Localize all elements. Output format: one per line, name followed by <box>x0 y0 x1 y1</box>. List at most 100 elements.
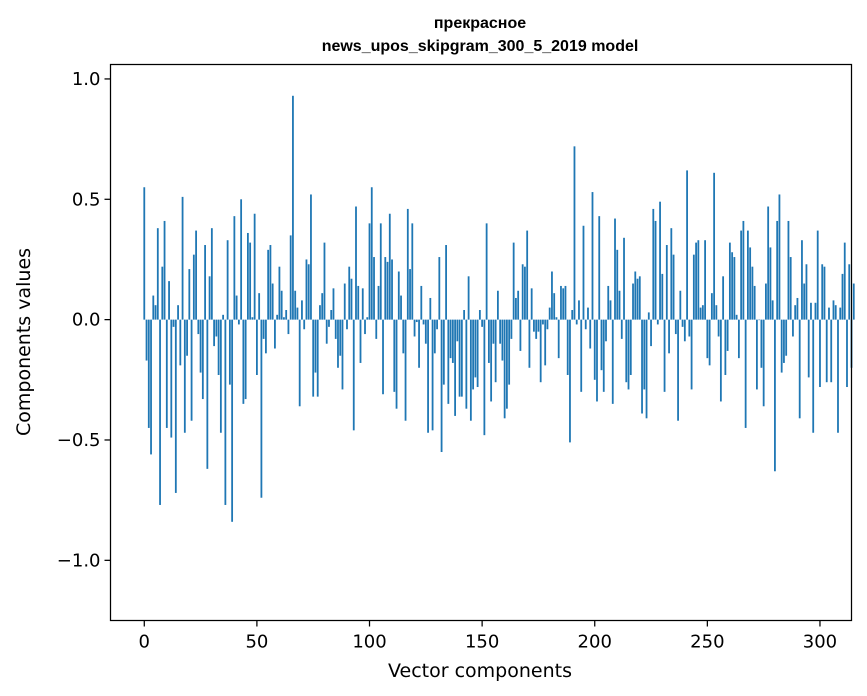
chart-title-line-1: прекрасное <box>434 15 526 32</box>
bar <box>303 319 306 330</box>
bar <box>688 319 691 337</box>
bar <box>233 216 236 320</box>
bar <box>623 237 625 320</box>
bar <box>352 319 355 431</box>
bar <box>323 242 326 320</box>
bar <box>650 319 652 347</box>
bar <box>222 314 225 320</box>
bar <box>186 319 188 356</box>
bar <box>253 213 256 320</box>
bar <box>605 319 607 342</box>
bar <box>246 232 249 320</box>
bar <box>521 264 524 320</box>
bar <box>778 194 781 320</box>
bar <box>411 223 414 320</box>
bar <box>652 208 655 320</box>
bar <box>542 319 544 325</box>
bar <box>596 319 598 402</box>
bar <box>188 269 191 320</box>
bar <box>508 319 511 385</box>
bar <box>433 319 436 354</box>
bar <box>183 319 186 433</box>
bar <box>172 319 175 327</box>
x-tick-label: 300 <box>803 632 837 653</box>
y-tick-label: 1.0 <box>72 69 101 90</box>
bar <box>404 319 407 421</box>
bar <box>611 319 614 404</box>
bar <box>438 257 441 320</box>
bar <box>161 266 164 320</box>
bar <box>481 319 484 327</box>
bar <box>210 228 213 320</box>
bar <box>607 285 610 320</box>
bar <box>692 254 695 320</box>
bar <box>449 319 452 359</box>
bar <box>314 319 317 373</box>
bar <box>235 295 238 320</box>
bar <box>668 319 670 354</box>
bar <box>181 196 184 320</box>
bar <box>555 317 558 320</box>
bar <box>215 319 218 337</box>
bar <box>609 300 612 320</box>
bar <box>641 319 643 414</box>
bar <box>436 319 438 330</box>
bar <box>710 293 713 320</box>
bar <box>373 257 375 320</box>
bar <box>231 319 234 522</box>
bar <box>765 283 767 320</box>
bar <box>632 283 634 320</box>
bar <box>731 252 734 320</box>
bar <box>557 319 560 359</box>
bar <box>415 319 418 323</box>
bar <box>848 264 851 320</box>
bar <box>467 276 470 320</box>
bar <box>465 319 468 409</box>
bar <box>837 319 839 433</box>
bar <box>422 319 425 325</box>
bar <box>783 319 785 363</box>
bar <box>785 319 788 356</box>
bar <box>445 245 447 320</box>
bar <box>280 290 283 320</box>
bar <box>814 302 817 320</box>
bar <box>519 319 522 351</box>
bar <box>816 230 819 320</box>
bar <box>451 319 454 363</box>
bar <box>206 319 209 469</box>
bar <box>208 276 211 320</box>
bar <box>740 230 743 320</box>
bar <box>533 319 535 332</box>
bar <box>199 319 202 373</box>
bar <box>249 242 252 320</box>
bar <box>582 225 585 320</box>
bar <box>156 228 159 320</box>
bar <box>616 249 619 320</box>
bar <box>787 220 790 320</box>
bar <box>573 146 576 320</box>
bar <box>240 199 243 320</box>
bar <box>625 319 628 383</box>
bar <box>575 319 578 325</box>
bar <box>677 319 679 421</box>
bar <box>368 223 371 320</box>
bar <box>312 319 315 397</box>
bar <box>332 288 335 320</box>
bar <box>618 290 621 320</box>
bar <box>580 319 583 392</box>
bar <box>654 220 657 320</box>
bar <box>359 319 362 363</box>
bar <box>792 319 794 337</box>
bar <box>296 307 299 320</box>
bar <box>589 319 592 349</box>
bar <box>418 319 420 368</box>
bar <box>377 285 380 320</box>
bar <box>737 319 740 359</box>
bar <box>310 194 312 320</box>
bar <box>321 293 324 320</box>
bar <box>584 319 587 330</box>
bar <box>409 269 411 320</box>
bar <box>807 319 810 378</box>
bar <box>769 247 772 320</box>
